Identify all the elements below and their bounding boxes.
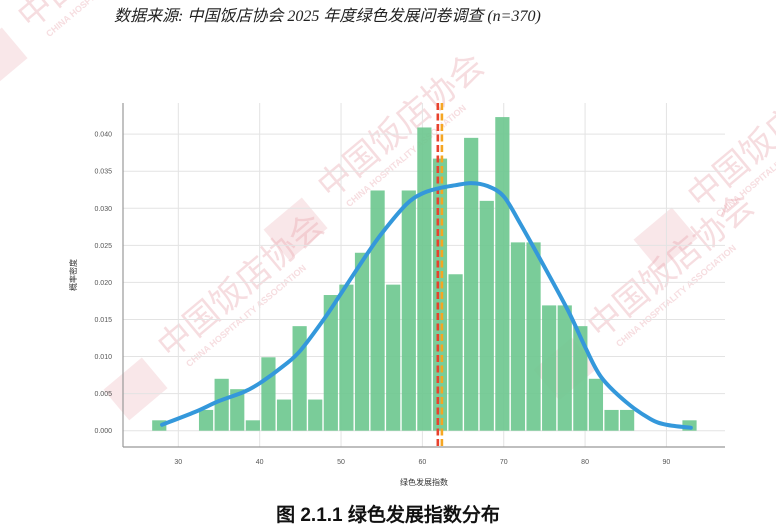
watermark-logo xyxy=(263,197,328,261)
histogram-bar xyxy=(323,295,338,431)
y-tick-label: 0.010 xyxy=(94,354,112,361)
histogram-bar xyxy=(510,242,526,431)
histogram-bar xyxy=(604,409,619,431)
x-tick-labels: 30 40 50 60 70 80 90 xyxy=(174,459,670,466)
histogram-bar xyxy=(292,326,307,431)
reference-lines xyxy=(436,103,444,447)
y-axis-label: 概率密度 xyxy=(68,259,78,291)
histogram-bar xyxy=(417,127,432,431)
histogram-bar xyxy=(479,200,494,431)
histogram-bar xyxy=(245,420,260,431)
histogram-bar xyxy=(386,284,401,431)
y-tick-labels: 0.000 0.005 0.010 0.015 0.020 0.025 0.030 0.035… xyxy=(94,132,112,436)
watermark-logo xyxy=(633,207,698,271)
histogram-bar xyxy=(198,409,214,431)
x-tick-label: 40 xyxy=(256,459,264,466)
x-tick-label: 80 xyxy=(581,459,589,466)
watermark-cn: 中国饭店协会 xyxy=(10,0,192,37)
y-tick-label: 0.000 xyxy=(94,428,112,435)
y-tick-label: 0.025 xyxy=(94,243,112,250)
x-tick-label: 50 xyxy=(337,459,345,466)
histogram-bar xyxy=(557,305,572,431)
histogram-bar xyxy=(214,378,229,431)
histogram-bar xyxy=(620,409,635,431)
histogram-bar xyxy=(573,326,588,431)
histogram-bar xyxy=(339,284,354,431)
histogram-bar xyxy=(526,242,541,431)
histogram-bar xyxy=(495,117,510,431)
bars xyxy=(152,117,697,431)
y-tick-label: 0.040 xyxy=(94,132,112,139)
histogram-bar xyxy=(448,274,463,431)
watermark-cn: 中国饭店协会 xyxy=(680,55,776,217)
histogram-bar xyxy=(432,158,448,431)
histogram-bar xyxy=(230,389,245,431)
x-tick-label: 30 xyxy=(174,459,182,466)
histogram-bar xyxy=(401,190,416,431)
axes xyxy=(122,103,725,448)
histogram-bar xyxy=(308,399,323,431)
watermark-logo xyxy=(0,27,28,91)
histogram-bar xyxy=(588,378,604,431)
x-tick-label: 70 xyxy=(500,459,508,466)
histogram-bar xyxy=(276,399,292,431)
histogram-bar xyxy=(542,305,557,431)
y-tick-label: 0.015 xyxy=(94,317,112,324)
histogram-bar xyxy=(152,420,167,431)
histogram-bar xyxy=(261,357,276,431)
x-tick-label: 90 xyxy=(663,459,671,466)
histogram-bar xyxy=(354,252,370,431)
y-tick-label: 0.005 xyxy=(94,391,112,398)
histogram-bar xyxy=(370,190,385,431)
y-tick-label: 0.030 xyxy=(94,206,112,213)
histogram-bar xyxy=(682,420,697,431)
kde-curve xyxy=(160,181,693,430)
y-tick-label: 0.035 xyxy=(94,169,112,176)
source-note: 数据来源: 中国饭店协会 2025 年度绿色发展问卷调查 (n=370) xyxy=(114,8,541,25)
x-tick-label: 60 xyxy=(418,459,426,466)
y-tick-label: 0.020 xyxy=(94,280,112,287)
x-axis-label: 绿色发展指数 xyxy=(400,477,448,487)
watermark-logo xyxy=(103,357,168,421)
histogram-bar xyxy=(464,137,479,431)
